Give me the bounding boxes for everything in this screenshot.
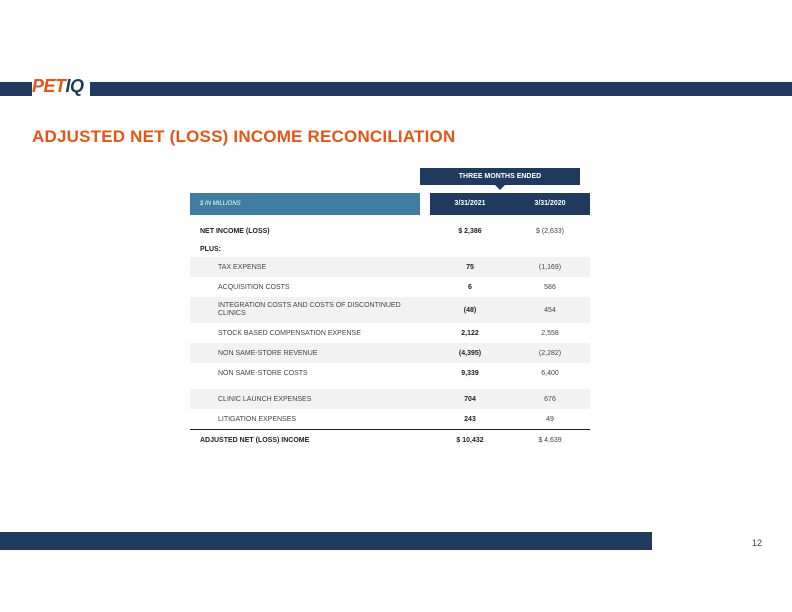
table-row: LITIGATION EXPENSES 243 49 xyxy=(190,409,590,429)
row-val2: 586 xyxy=(510,284,590,291)
row-val1: $ 10,432 xyxy=(430,437,510,444)
table-row: NON SAME-STORE COSTS 9,339 6,400 xyxy=(190,363,590,383)
row-label: INTEGRATION COSTS AND COSTS OF DISCONTIN… xyxy=(190,300,420,321)
row-val1: 6 xyxy=(430,284,510,291)
row-val2: 6,400 xyxy=(510,370,590,377)
row-val1: 704 xyxy=(430,396,510,403)
period-header: THREE MONTHS ENDED xyxy=(420,168,580,185)
chevron-down-icon xyxy=(494,184,506,190)
row-val1: (48) xyxy=(430,307,510,314)
row-val1: 2,122 xyxy=(430,330,510,337)
row-label: ACQUISITION COSTS xyxy=(190,284,420,291)
row-val2: 454 xyxy=(510,307,590,314)
row-label: TAX EXPENSE xyxy=(190,264,420,271)
table-row: CLINIC LAUNCH EXPENSES 704 676 xyxy=(190,389,590,409)
row-val2: $ (2,633) xyxy=(510,228,590,235)
row-label: STOCK BASED COMPENSATION EXPENSE xyxy=(190,330,420,337)
units-label: $ IN MILLIONS xyxy=(190,193,420,215)
row-val2: (1,169) xyxy=(510,264,590,271)
row-label: CLINIC LAUNCH EXPENSES xyxy=(190,396,420,403)
row-label: ADJUSTED NET (LOSS) INCOME xyxy=(190,437,420,444)
row-val2: 49 xyxy=(510,416,590,423)
bottom-bar-angle xyxy=(630,532,652,550)
row-val2: 676 xyxy=(510,396,590,403)
table-row: TAX EXPENSE 75 (1,169) xyxy=(190,257,590,277)
row-label: LITIGATION EXPENSES xyxy=(190,416,420,423)
bottom-notch xyxy=(652,532,792,550)
table-row: PLUS: xyxy=(190,241,590,257)
column-header-row: $ IN MILLIONS 3/31/2021 3/31/2020 xyxy=(190,193,590,215)
logo-pet: PET xyxy=(32,76,66,96)
col-2020: 3/31/2020 xyxy=(510,193,590,215)
row-label-text: INTEGRATION COSTS AND COSTS OF DISCONTIN… xyxy=(218,302,401,317)
row-val2: 2,558 xyxy=(510,330,590,337)
page-title: ADJUSTED NET (LOSS) INCOME RECONCILIATIO… xyxy=(32,127,455,147)
table-row: NON SAME-STORE REVENUE (4,395) (2,282) xyxy=(190,343,590,363)
row-val1: (4,395) xyxy=(430,350,510,357)
table-row: NET INCOME (LOSS) $ 2,386 $ (2,633) xyxy=(190,221,590,241)
reconciliation-table: THREE MONTHS ENDED $ IN MILLIONS 3/31/20… xyxy=(190,168,590,451)
row-val2: $ 4,639 xyxy=(510,437,590,444)
page-number: 12 xyxy=(752,538,762,548)
logo: PETIQ xyxy=(32,76,90,97)
row-val1: 9,339 xyxy=(430,370,510,377)
row-label: NON SAME-STORE COSTS xyxy=(190,370,420,377)
row-val2: (2,282) xyxy=(510,350,590,357)
table-row: ACQUISITION COSTS 6 586 xyxy=(190,277,590,297)
col-2021: 3/31/2021 xyxy=(430,193,510,215)
row-val1: 243 xyxy=(430,416,510,423)
total-row: ADJUSTED NET (LOSS) INCOME $ 10,432 $ 4,… xyxy=(190,429,590,451)
logo-iq: IQ xyxy=(66,76,84,96)
row-val1: 75 xyxy=(430,264,510,271)
row-label: NON SAME-STORE REVENUE xyxy=(190,350,420,357)
row-val1: $ 2,386 xyxy=(430,228,510,235)
top-bar xyxy=(0,82,792,96)
table-row: INTEGRATION COSTS AND COSTS OF DISCONTIN… xyxy=(190,297,590,323)
row-label: NET INCOME (LOSS) xyxy=(190,228,420,235)
table-row: STOCK BASED COMPENSATION EXPENSE 2,122 2… xyxy=(190,323,590,343)
row-label: PLUS: xyxy=(190,246,420,253)
